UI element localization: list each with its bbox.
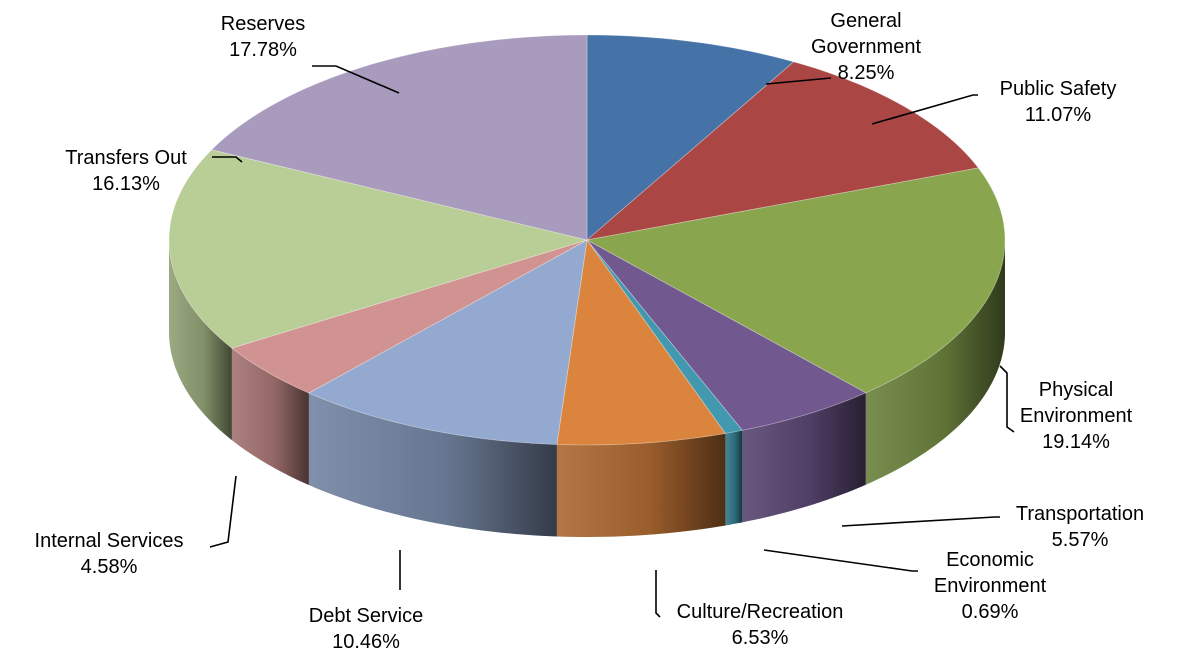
data-label-culture-recreation: Culture/Recreation 6.53% — [677, 601, 844, 649]
data-label-category: General — [830, 10, 901, 32]
data-label-category: Physical — [1039, 379, 1113, 401]
data-label-category: Government — [811, 36, 921, 58]
data-label-category: Culture/Recreation — [677, 601, 844, 623]
pie-slice-public-safety — [585, 61, 980, 241]
data-label-debt-service: Debt Service 10.46% — [309, 605, 424, 653]
data-label-percent: 8.25% — [838, 62, 895, 84]
pie-side-shading-transportation — [742, 392, 866, 523]
pie-slice-debt-service — [307, 239, 588, 445]
data-label-public-safety: Public Safety 11.07% — [1000, 78, 1117, 126]
data-label-physical-environment: Physical Environment 19.14% — [1020, 379, 1133, 453]
leader-line-general-government — [765, 77, 832, 85]
pie-slice-general-government — [586, 34, 795, 241]
leader-line-physical-environment — [999, 365, 1015, 433]
pie-slice-internal-services — [231, 239, 588, 394]
data-label-category: Environment — [934, 575, 1047, 597]
leader-line-transfers-out — [212, 156, 243, 163]
data-label-percent: 4.58% — [81, 556, 138, 578]
data-label-percent: 5.57% — [1052, 529, 1109, 551]
pie-slice-culture-recreation — [556, 238, 727, 446]
data-label-category: Public Safety — [1000, 78, 1117, 100]
data-label-percent: 19.14% — [1042, 431, 1110, 453]
data-label-category: Reserves — [221, 13, 305, 35]
data-label-category: Internal Services — [35, 530, 184, 552]
leader-line-internal-services — [209, 475, 237, 548]
pie-side-shading-economic-environment — [725, 430, 743, 526]
leader-line-culture-recreation — [655, 570, 661, 618]
pie-slice-transportation — [586, 239, 867, 431]
pie-side-shading-physical-environment — [865, 240, 1005, 485]
leader-line-reserves — [312, 65, 400, 94]
data-label-reserves: Reserves 17.78% — [221, 13, 305, 61]
leader-line-economic-environment — [763, 549, 918, 572]
data-label-internal-services: Internal Services 4.58% — [35, 530, 184, 578]
data-label-category: Environment — [1020, 405, 1133, 427]
data-label-category: Transportation — [1016, 503, 1144, 525]
data-label-category: Economic — [946, 549, 1034, 571]
data-label-category: Transfers Out — [65, 147, 187, 169]
leader-line-transportation — [841, 516, 1000, 527]
data-label-percent: 11.07% — [1025, 104, 1092, 126]
data-label-percent: 17.78% — [229, 39, 297, 61]
data-label-percent: 6.53% — [732, 627, 789, 649]
data-label-percent: 16.13% — [92, 173, 160, 195]
pie-side-shading-culture-recreation — [556, 433, 726, 537]
pie-side-shading-debt-service — [308, 393, 557, 537]
pie-slice-reserves — [210, 34, 588, 241]
data-label-transportation: Transportation 5.57% — [1016, 503, 1144, 551]
pie-side-shading-internal-services — [231, 348, 309, 486]
pie-slice-physical-environment — [585, 167, 1006, 394]
data-label-transfers-out: Transfers Out 16.13% — [65, 147, 187, 195]
pie-side-shading-transfers-out — [169, 240, 232, 441]
data-label-general-government: General Government 8.25% — [811, 10, 921, 84]
pie-slice-transfers-out — [168, 149, 589, 349]
data-label-percent: 10.46% — [332, 631, 400, 653]
data-label-economic-environment: Economic Environment 0.69% — [934, 549, 1047, 623]
data-label-category: Debt Service — [309, 605, 424, 627]
leader-line-public-safety — [871, 94, 978, 125]
data-label-percent: 0.69% — [962, 601, 1019, 623]
